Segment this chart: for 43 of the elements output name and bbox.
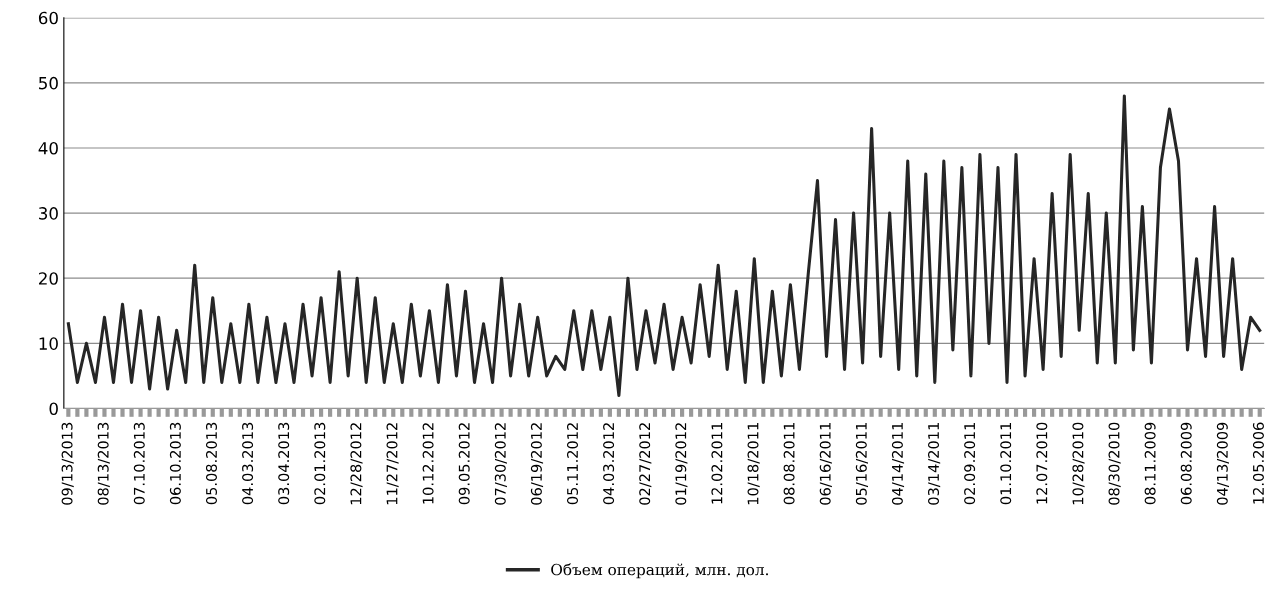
line-series bbox=[66, 94, 1262, 397]
x-tick-label: 06.10.2013 bbox=[169, 422, 181, 505]
x-tick-label: 01/19/2012 bbox=[675, 423, 688, 505]
x-tick-label: 04.03.2013 bbox=[242, 422, 254, 505]
x-tick-label: 02.01.2013 bbox=[314, 422, 326, 505]
y-tick-label: 10 bbox=[39, 337, 58, 350]
x-tick-label: 03.04.2013 bbox=[278, 422, 290, 505]
x-tick-label: 12.05.2006 bbox=[1252, 422, 1264, 504]
x-tick-label: 02.09.2011 bbox=[964, 423, 976, 505]
x-tick-label: 01.10.2011 bbox=[1000, 423, 1012, 505]
x-tick-label: 04.03.2012 bbox=[603, 423, 615, 505]
x-tick-label: 05.11.2012 bbox=[566, 423, 579, 505]
x-tick-label: 04/13/2009 bbox=[1216, 422, 1229, 505]
x-tick-label: 05/16/2011 bbox=[855, 423, 868, 505]
x-tick-label: 02/27/2012 bbox=[639, 423, 652, 505]
x-tick-label: 10/18/2011 bbox=[747, 423, 760, 505]
x-tick-label: 07.10.2013 bbox=[133, 422, 145, 505]
x-tick-label: 11/27/2012 bbox=[386, 423, 399, 505]
y-tick-label: 30 bbox=[39, 207, 58, 220]
y-tick-label: 0 bbox=[49, 402, 58, 416]
x-tick-label: 08.08.2011 bbox=[783, 423, 795, 505]
x-tick-label: 10.12.2012 bbox=[422, 423, 434, 504]
x-tick-label: 08/13/2013 bbox=[97, 422, 110, 505]
legend-label: Объем операций, млн. дол. bbox=[551, 563, 768, 579]
x-tick-label: 12/28/2012 bbox=[350, 423, 363, 505]
x-tick-label: 08/30/2010 bbox=[1108, 422, 1121, 505]
x-tick-label: 06/16/2011 bbox=[819, 423, 832, 505]
y-tick-label: 20 bbox=[39, 272, 58, 285]
x-tick-label: 10/28/2010 bbox=[1072, 422, 1085, 505]
x-tick-label: 08.11.2009 bbox=[1144, 422, 1156, 505]
x-tick-label: 12.07.2010 bbox=[1036, 422, 1048, 504]
y-tick-label: 50 bbox=[39, 76, 58, 90]
x-tick-label: 12.02.2011 bbox=[711, 423, 723, 504]
y-tick-label: 40 bbox=[38, 141, 58, 155]
x-tick-label: 09.05.2012 bbox=[458, 423, 470, 505]
x-tick-label: 04/14/2011 bbox=[891, 423, 905, 505]
y-tick-label: 60 bbox=[38, 11, 58, 25]
x-tick-label: 06/19/2012 bbox=[530, 423, 544, 505]
x-tick-label: 07/30/2012 bbox=[494, 423, 507, 505]
x-tick-label: 09/13/2013 bbox=[61, 422, 74, 505]
x-tick-label: 05.08.2013 bbox=[205, 422, 217, 505]
x-tick-label: 06.08.2009 bbox=[1180, 422, 1192, 505]
x-tick-label: 03/14/2011 bbox=[928, 423, 941, 505]
